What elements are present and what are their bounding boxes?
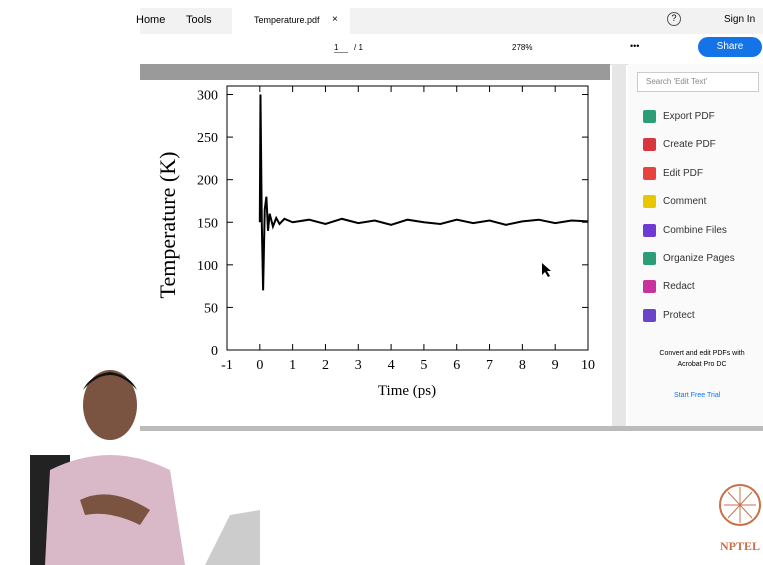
tool-item[interactable]: Export PDF — [643, 110, 715, 123]
tool-item[interactable]: Organize Pages — [643, 252, 735, 265]
search[interactable]: Search 'Edit Text' — [637, 72, 759, 92]
tool-item[interactable]: Create PDF — [643, 138, 716, 151]
y-tick-label: 50 — [204, 301, 218, 316]
plot-frame — [227, 86, 588, 350]
page-total: / 1 — [354, 43, 363, 52]
tool-icon — [643, 280, 656, 293]
tool-item[interactable]: Combine Files — [643, 224, 727, 237]
x-tick-label: 1 — [289, 358, 296, 373]
doc-gray — [140, 64, 610, 80]
x-tick-label: 3 — [355, 358, 362, 373]
trial[interactable]: Start Free Trial — [674, 392, 720, 399]
tab-tools[interactable]: Tools — [186, 14, 212, 26]
y-tick-label: 150 — [197, 216, 218, 231]
cursor — [540, 262, 552, 278]
x-tick-label: 5 — [420, 358, 427, 373]
x-tick-label: 7 — [486, 358, 493, 373]
y-tick-label: 200 — [197, 174, 218, 189]
y-tick-label: 300 — [197, 89, 218, 104]
x-axis-label: Time (ps) — [378, 383, 436, 399]
sign-in[interactable]: Sign In — [724, 14, 755, 25]
tool-icon — [643, 195, 656, 208]
zoom[interactable]: 278% — [512, 43, 532, 52]
tool-icon — [643, 110, 656, 123]
page-input[interactable]: 1 — [334, 43, 348, 53]
y-axis-label: Temperature (K) — [155, 152, 180, 299]
tab-doc[interactable]: Temperature.pdf — [254, 15, 320, 25]
x-tick-label: 10 — [581, 358, 595, 373]
tool-item[interactable]: Redact — [643, 280, 695, 293]
promo: Convert and edit PDFs with Acrobat Pro D… — [652, 348, 752, 370]
tab-close[interactable]: × — [332, 14, 338, 25]
x-tick-label: 8 — [519, 358, 526, 373]
help[interactable]: ? — [667, 12, 681, 26]
scrollbar — [612, 64, 626, 430]
tab-home[interactable]: Home — [136, 14, 165, 26]
toolbar — [140, 34, 763, 65]
data-line — [260, 95, 588, 291]
tool-icon — [643, 138, 656, 151]
more[interactable]: ••• — [630, 41, 639, 51]
y-tick-label: 100 — [197, 259, 218, 274]
x-tick-label: 9 — [552, 358, 559, 373]
tool-item[interactable]: Protect — [643, 309, 695, 322]
tool-label: Create PDF — [663, 139, 716, 150]
tool-label: Combine Files — [663, 225, 727, 236]
x-tick-label: 6 — [453, 358, 460, 373]
x-tick-label: 4 — [388, 358, 395, 373]
tool-icon — [643, 252, 656, 265]
tool-label: Redact — [663, 281, 695, 292]
x-tick-label: 2 — [322, 358, 329, 373]
tool-icon — [643, 224, 656, 237]
tool-label: Edit PDF — [663, 168, 703, 179]
tool-label: Organize Pages — [663, 253, 735, 264]
tool-icon — [643, 309, 656, 322]
tool-label: Export PDF — [663, 111, 715, 122]
tool-label: Protect — [663, 310, 695, 321]
tool-icon — [643, 167, 656, 180]
logo-text: NPTEL — [720, 539, 760, 553]
y-tick-label: 0 — [211, 344, 218, 359]
tool-item[interactable]: Comment — [643, 195, 706, 208]
page: Home Tools Temperature.pdf × ? Sign In 1… — [0, 0, 763, 565]
tool-label: Comment — [663, 196, 706, 207]
share[interactable]: Share — [698, 37, 762, 57]
presenter — [0, 360, 270, 565]
y-tick-label: 250 — [197, 131, 218, 146]
tool-item[interactable]: Edit PDF — [643, 167, 703, 180]
nptel-logo: NPTEL — [718, 470, 763, 560]
